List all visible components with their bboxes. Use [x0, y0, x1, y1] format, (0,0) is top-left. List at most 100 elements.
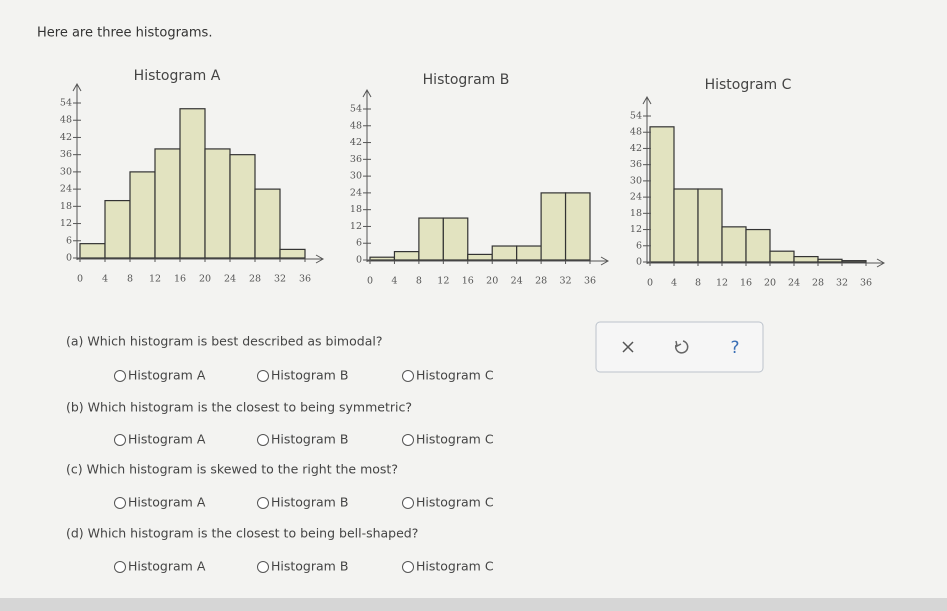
radio-button[interactable]: [114, 434, 126, 446]
chart-title: Histogram A: [134, 68, 221, 84]
histogram-bar: [154, 148, 181, 259]
x-tick-label: 0: [367, 276, 373, 287]
radio-option[interactable]: Histogram B: [257, 495, 349, 510]
radio-button[interactable]: [114, 370, 126, 382]
radio-option[interactable]: Histogram C: [402, 495, 494, 510]
histogram-bar: [516, 245, 542, 261]
question: (c) Which histogram is skewed to the rig…: [66, 462, 494, 510]
x-tick-label: 8: [416, 276, 422, 287]
x-tick-label: 16: [174, 274, 186, 285]
option-label[interactable]: Histogram C: [416, 495, 494, 510]
x-tick-label: 36: [584, 276, 596, 287]
y-tick-label: 42: [350, 137, 362, 148]
y-tick-label: 6: [356, 238, 362, 249]
y-tick-label: 24: [350, 187, 362, 198]
intro-text: Here are three histograms.: [37, 26, 212, 41]
toolbar-box: [595, 321, 764, 373]
histogram-bar: [279, 248, 306, 259]
option-label[interactable]: Histogram B: [271, 495, 348, 510]
y-tick-label: 18: [60, 201, 72, 212]
radio-option[interactable]: Histogram B: [257, 559, 349, 574]
histogram-bar: [697, 188, 723, 263]
histogram-bar: [745, 228, 771, 263]
y-tick-label: 18: [630, 208, 642, 219]
histogram-bar: [467, 253, 493, 261]
radio-button[interactable]: [402, 434, 414, 446]
option-label[interactable]: Histogram C: [416, 559, 494, 574]
option-label[interactable]: Histogram B: [271, 368, 348, 383]
y-tick-label: 48: [60, 115, 72, 126]
y-axis-arrow: [642, 95, 652, 105]
radio-option[interactable]: Histogram C: [402, 559, 494, 574]
radio-button[interactable]: [402, 370, 414, 382]
radio-button[interactable]: [114, 561, 126, 573]
radio-button[interactable]: [257, 434, 269, 446]
y-tick-label: 12: [630, 224, 642, 235]
y-tick-label: 0: [356, 255, 362, 266]
chart-title: Histogram C: [705, 77, 792, 93]
histogram-bar: [540, 192, 567, 261]
radio-button[interactable]: [402, 561, 414, 573]
radio-option[interactable]: Histogram A: [114, 368, 206, 383]
option-label[interactable]: Histogram B: [271, 432, 348, 447]
option-label[interactable]: Histogram A: [128, 432, 206, 447]
x-tick-label: 0: [77, 274, 83, 285]
x-tick-label: 20: [199, 274, 211, 285]
y-tick-label: 36: [350, 154, 362, 165]
option-label[interactable]: Histogram A: [128, 559, 206, 574]
radio-button[interactable]: [257, 497, 269, 509]
question-prompt: (c) Which histogram is skewed to the rig…: [66, 462, 398, 477]
y-tick-label: 36: [60, 149, 72, 160]
y-tick-label: 18: [350, 204, 362, 215]
undo-button[interactable]: [674, 340, 689, 354]
radio-option[interactable]: Histogram C: [402, 368, 494, 383]
radio-button[interactable]: [257, 370, 269, 382]
y-tick-label: 12: [350, 221, 362, 232]
y-tick-label: 48: [350, 120, 362, 131]
x-tick-label: 36: [860, 278, 872, 289]
x-tick-label: 20: [764, 278, 776, 289]
radio-option[interactable]: Histogram B: [257, 368, 349, 383]
histogram-bar: [369, 256, 396, 261]
questions: (a) Which histogram is best described as…: [66, 334, 494, 574]
y-tick-label: 12: [60, 218, 72, 229]
question-prompt: (a) Which histogram is best described as…: [66, 334, 382, 349]
y-tick-label: 6: [66, 235, 72, 246]
x-tick-label: 32: [274, 274, 286, 285]
histogram-bar: [673, 188, 699, 263]
radio-option[interactable]: Histogram B: [257, 432, 349, 447]
histogram-bar: [769, 250, 795, 263]
option-label[interactable]: Histogram A: [128, 368, 206, 383]
question-prompt: (b) Which histogram is the closest to be…: [66, 400, 412, 415]
radio-option[interactable]: Histogram A: [114, 432, 206, 447]
y-tick-label: 42: [630, 143, 642, 154]
radio-option[interactable]: Histogram A: [114, 495, 206, 510]
x-tick-label: 12: [716, 278, 728, 289]
x-tick-label: 4: [671, 278, 677, 289]
radio-button[interactable]: [257, 561, 269, 573]
option-label[interactable]: Histogram C: [416, 368, 494, 383]
radio-button[interactable]: [114, 497, 126, 509]
clear-button[interactable]: [622, 341, 634, 353]
help-button[interactable]: ?: [730, 338, 739, 358]
x-tick-label: 28: [535, 276, 547, 287]
y-tick-label: 30: [60, 166, 72, 177]
radio-button[interactable]: [402, 497, 414, 509]
y-tick-label: 48: [630, 127, 642, 138]
option-label[interactable]: Histogram A: [128, 495, 206, 510]
y-tick-label: 0: [636, 257, 642, 268]
radio-option[interactable]: Histogram C: [402, 432, 494, 447]
y-tick-label: 54: [60, 98, 72, 109]
option-label[interactable]: Histogram C: [416, 432, 494, 447]
x-tick-label: 28: [249, 274, 261, 285]
radio-option[interactable]: Histogram A: [114, 559, 206, 574]
x-tick-label: 8: [695, 278, 701, 289]
question: (a) Which histogram is best described as…: [66, 334, 494, 383]
x-tick-label: 0: [647, 278, 653, 289]
x-tick-label: 24: [788, 278, 800, 289]
option-label[interactable]: Histogram B: [271, 559, 348, 574]
histogram-bar: [418, 217, 444, 261]
